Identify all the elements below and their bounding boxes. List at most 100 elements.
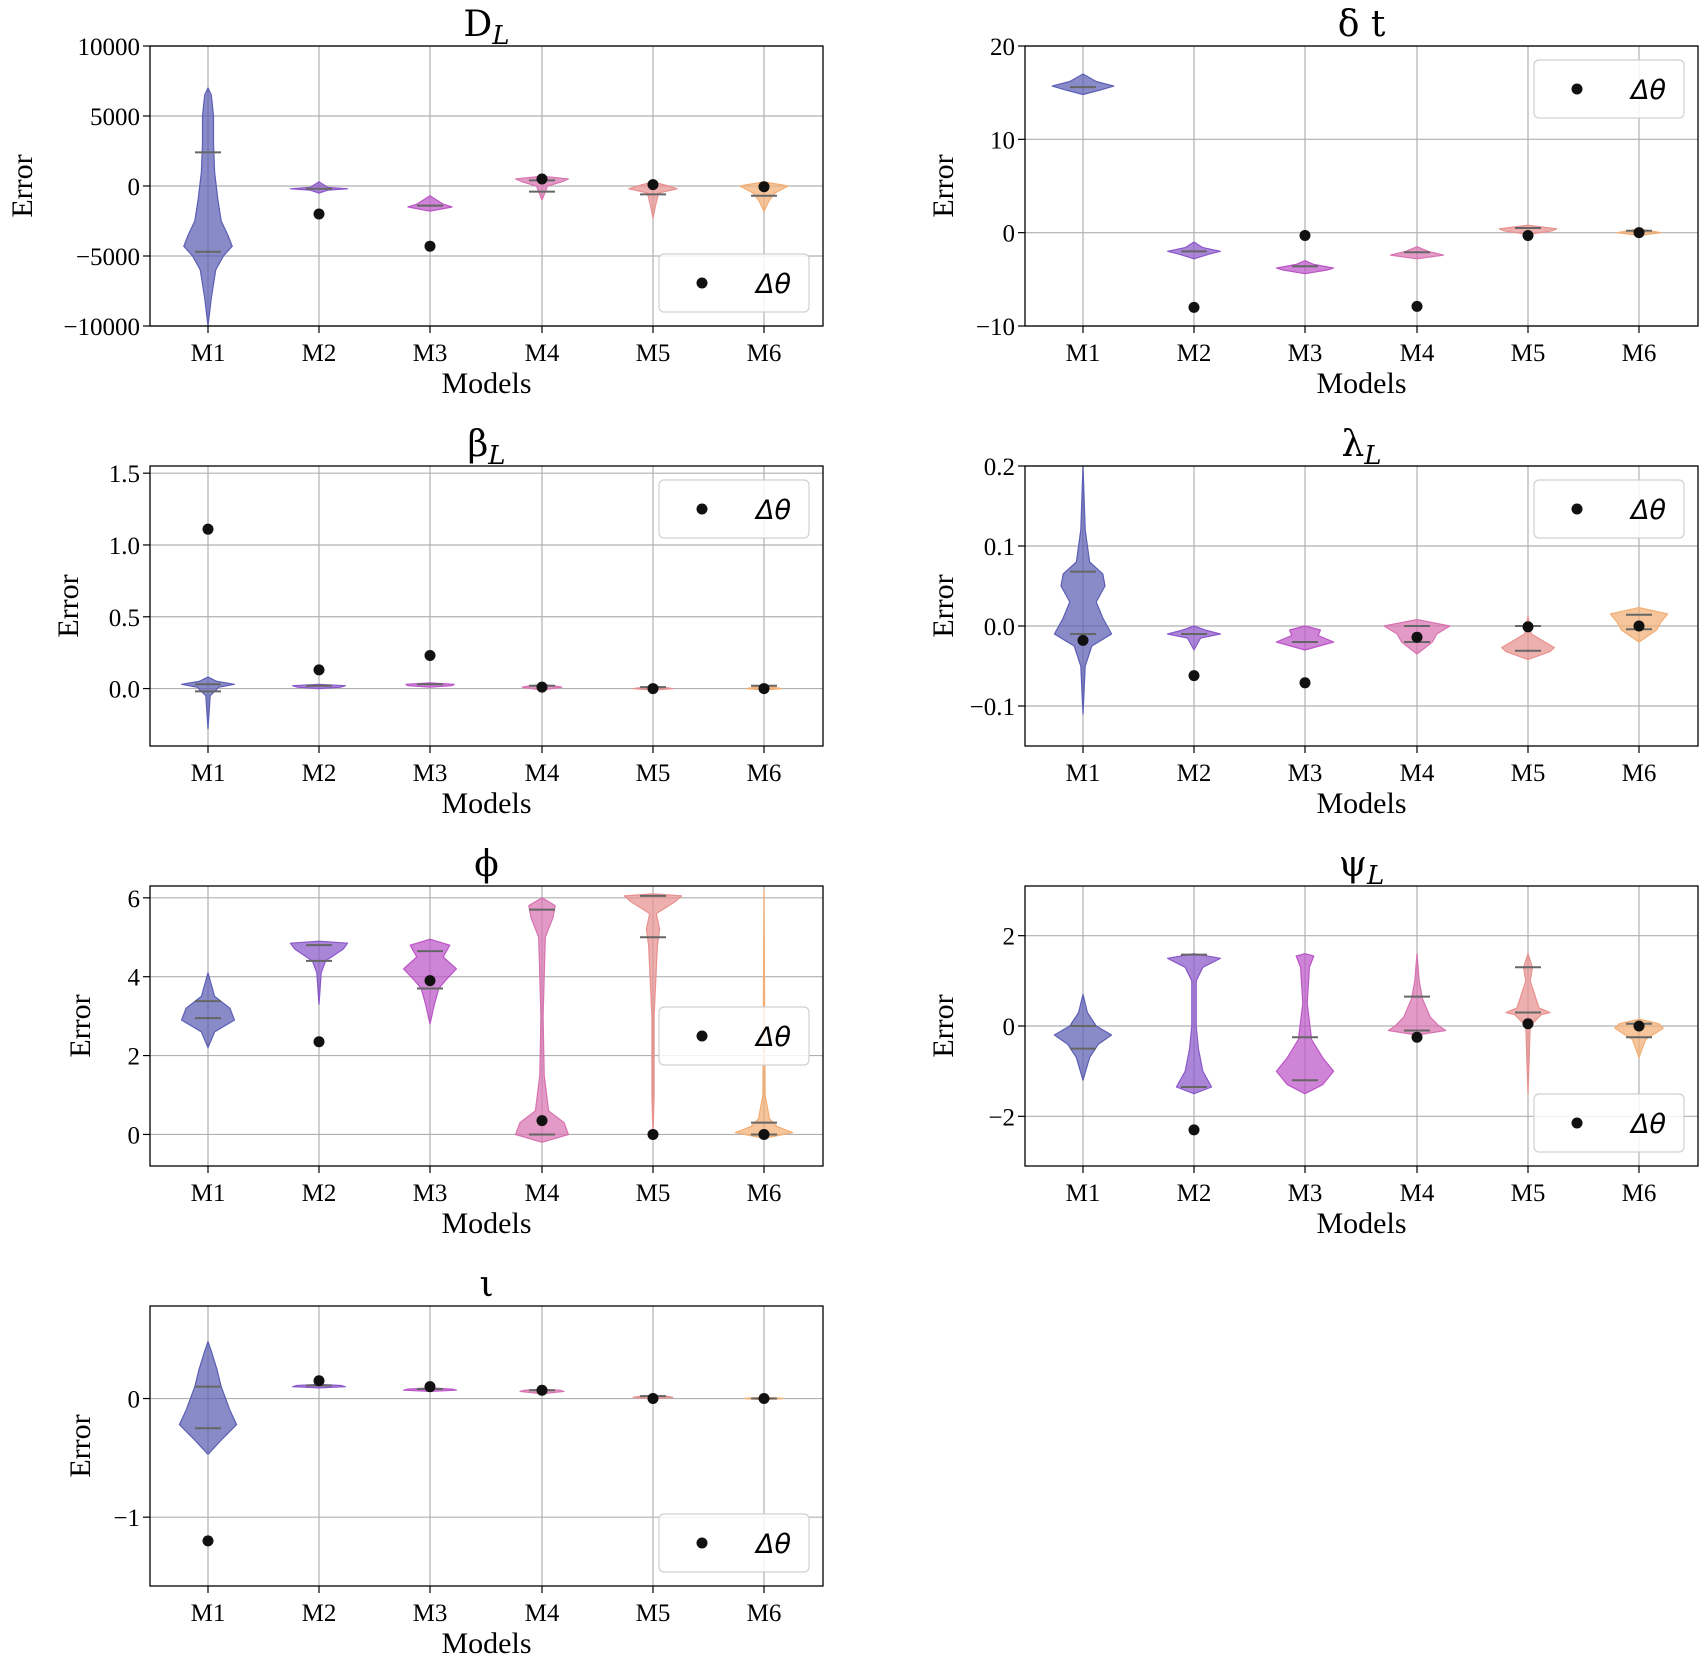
x-tick-label: M4 [525,1180,560,1207]
x-tick-label: M1 [191,1180,226,1207]
delta-point [313,208,325,220]
legend-marker [1571,503,1583,515]
panel-title: λL [1341,424,1381,471]
delta-point [647,179,659,191]
y-tick-label: 2 [128,1044,141,1071]
x-tick-label: M4 [525,1600,560,1627]
violin-m1 [1053,993,1113,1081]
violin-m2 [1167,953,1221,1095]
x-tick-label: M6 [747,1180,782,1207]
chart-panel-5: 0 2 4 6 M1 M2 M3 M4 M5 M6 Models Error ϕ Δθ [64,844,824,1240]
legend-marker [696,1030,708,1042]
violins [1053,953,1664,1095]
legend-box [658,1513,810,1573]
delta-point [1299,229,1311,241]
y-tick-label: 0.0 [109,677,140,704]
legend-label: Δθ [754,269,791,300]
delta-point [647,1128,659,1140]
delta-point [313,664,325,676]
x-tick-label: M1 [191,340,226,367]
y-tick-label: 4 [128,965,141,992]
legend-marker [1571,83,1583,95]
plot-frame [149,1305,824,1587]
delta-point [1522,621,1534,633]
x-tick-label: M3 [1288,1180,1323,1207]
delta-point [313,1036,325,1048]
delta-point [1411,631,1423,643]
legend-label: Δθ [754,1529,791,1560]
violin-m1 [1053,466,1113,715]
x-tick-label: M6 [747,760,782,787]
panel-title: ι [479,1264,493,1305]
legend: Δθ [658,1006,810,1066]
plot-frame [1024,45,1699,327]
chart-panel-6: −2 0 2 M1 M2 M3 M4 M5 M6 Models Error ψL Δθ [927,844,1699,1240]
chart-panel-2: −10 0 10 20 M1 M2 M3 M4 M5 M6 Models Error δ t Δθ [927,4,1699,400]
violin-m3 [1275,953,1335,1095]
y-tick-label: 0.2 [984,454,1015,481]
delta-point [758,181,770,193]
legend: Δθ [1533,1093,1685,1153]
legend-marker [696,503,708,515]
y-tick-label: 1.0 [109,533,140,560]
x-tick-label: M4 [1400,340,1435,367]
y-tick-label: −10 [976,314,1015,341]
legend-label: Δθ [1629,75,1666,106]
delta-point [647,1393,659,1405]
y-tick-label: 20 [990,34,1015,61]
delta-point [536,1384,548,1396]
y-tick-label: 2 [1003,924,1016,951]
violins [1051,73,1662,275]
delta-point [536,173,548,185]
x-tick-label: M2 [1177,760,1212,787]
y-tick-label: 0 [1003,1014,1016,1041]
violins [181,676,783,730]
x-tick-label: M6 [1622,1180,1657,1207]
y-tick-label: 5000 [90,104,140,131]
legend-box [1533,479,1685,539]
y-tick-label: 0 [128,174,141,201]
x-axis-label: Models [442,1627,532,1660]
delta-point [1299,677,1311,689]
legend: Δθ [658,253,810,313]
y-axis-label: Error [64,994,97,1057]
x-tick-label: M1 [1066,1180,1101,1207]
chart-panel-1: −10000 −5000 0 5000 10000 M1 M2 M3 M4 M5 M6 Models E… [6,4,824,400]
x-tick-label: M2 [1177,1180,1212,1207]
x-axis-label: Models [1317,787,1407,820]
violin-m1 [181,972,235,1049]
y-tick-label: 10 [990,127,1015,154]
y-tick-label: −0.1 [970,694,1015,721]
plot-frame [149,885,824,1167]
delta-point [1411,1031,1423,1043]
panel-title: βL [467,424,505,471]
delta-point [424,1381,436,1393]
plot-frame [149,465,824,747]
violin-m5 [1501,615,1555,661]
legend-marker [696,1537,708,1549]
y-tick-label: 0 [128,1122,141,1149]
y-tick-label: 1.5 [109,461,140,488]
violin-m4 [515,897,569,1143]
y-tick-label: 0.1 [984,534,1015,561]
violin-m3 [1275,625,1335,651]
x-tick-label: M6 [1622,340,1657,367]
delta-point [536,681,548,693]
x-tick-label: M4 [1400,760,1435,787]
x-tick-label: M6 [1622,760,1657,787]
x-tick-label: M4 [525,340,560,367]
violins [183,87,789,326]
y-axis-label: Error [927,994,960,1057]
violin-m2 [1167,625,1221,651]
x-tick-label: M5 [1511,760,1546,787]
violin-m1 [178,1341,238,1455]
x-tick-label: M6 [747,1600,782,1627]
y-tick-label: 0 [128,1387,141,1414]
y-axis-label: Error [927,574,960,637]
legend-label: Δθ [754,495,791,526]
y-axis-label: Error [64,1414,97,1477]
delta-point [536,1115,548,1127]
legend-label: Δθ [1629,495,1666,526]
y-tick-label: −2 [988,1104,1015,1131]
delta-point [647,683,659,695]
